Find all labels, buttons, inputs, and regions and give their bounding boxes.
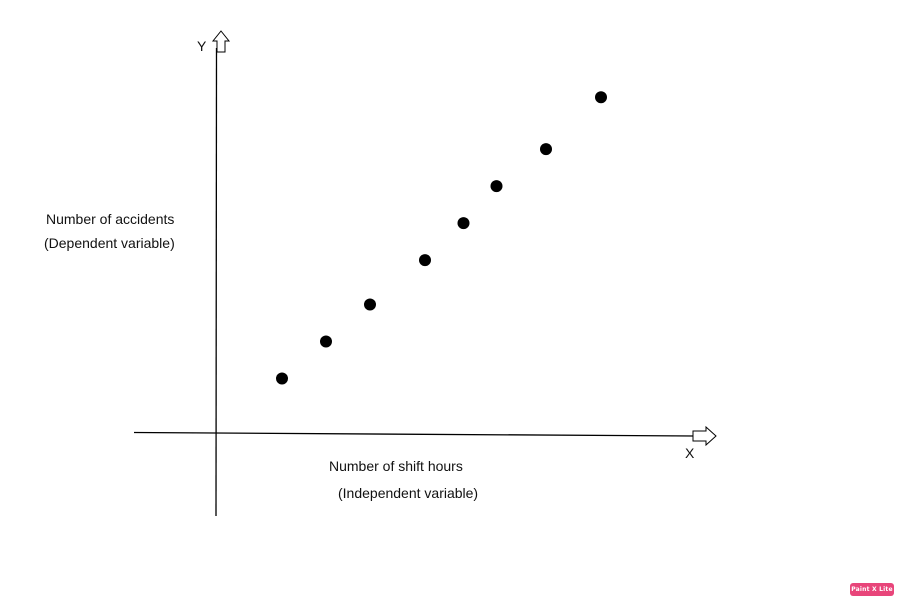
y-axis-line	[215, 47, 218, 517]
data-point-2	[320, 335, 332, 348]
data-points	[276, 91, 607, 385]
data-point-8	[595, 91, 607, 104]
watermark-badge: Paint X Lite	[850, 583, 894, 596]
data-point-5	[457, 217, 470, 230]
x-axis-letter: X	[685, 445, 695, 461]
x-axis-line	[133, 431, 695, 437]
x-axis-arrow-icon	[692, 425, 717, 447]
x-axis-label-line-1: Number of shift hours	[329, 458, 463, 474]
y-axis-arrow-icon	[211, 30, 231, 53]
x-axis-label-line-2: (Independent variable)	[338, 485, 478, 501]
data-point-6	[490, 180, 503, 193]
data-point-1	[276, 372, 288, 385]
y-axis-label-line-1: Number of accidents	[46, 211, 174, 227]
data-point-3	[364, 298, 376, 311]
data-point-4	[419, 254, 431, 267]
y-axis-letter: Y	[197, 38, 207, 54]
data-point-7	[540, 143, 552, 156]
y-axis-label-line-2: (Dependent variable)	[44, 235, 175, 251]
